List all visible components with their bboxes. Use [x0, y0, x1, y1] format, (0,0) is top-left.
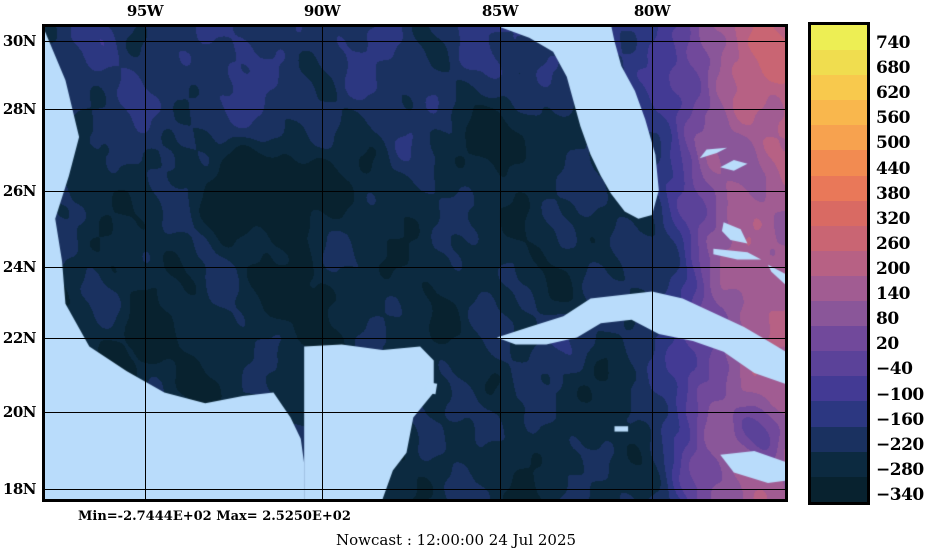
- colorbar-band: [811, 225, 867, 251]
- colorbar-tick-label: −40: [876, 359, 913, 380]
- lon-tick-label: 95W: [126, 2, 164, 20]
- colorbar-tick-label: 560: [876, 108, 911, 129]
- minmax-annotation: Min=-2.7444E+02 Max= 2.5250E+02: [78, 509, 351, 524]
- gridline-parallel: [45, 412, 785, 413]
- lat-tick-label: 18N: [2, 480, 37, 498]
- lat-tick-label: 20N: [2, 403, 37, 421]
- colorbar-tick-label: −340: [876, 484, 924, 505]
- colorbar-band: [811, 275, 867, 302]
- colorbar-band: [811, 376, 867, 402]
- gridline-meridian: [500, 27, 501, 499]
- colorbar-band: [811, 426, 867, 452]
- colorbar-tick-label: 80: [876, 309, 899, 330]
- colorbar-band: [811, 150, 867, 176]
- colorbar-tick-label: 380: [876, 183, 911, 204]
- gridline-parallel: [45, 41, 785, 42]
- colorbar-tick-label: −100: [876, 384, 924, 405]
- colorbar-band: [811, 451, 867, 477]
- colorbar-band: [811, 326, 867, 352]
- colorbar-band: [811, 50, 867, 76]
- colorbar-tick-label: −280: [876, 459, 924, 480]
- gridline-parallel: [45, 267, 785, 268]
- lon-tick-label: 80W: [633, 2, 671, 20]
- colorbar-tick-label: 260: [876, 233, 911, 254]
- gridline-parallel: [45, 489, 785, 490]
- colorbar-band: [811, 301, 867, 327]
- colorbar-band: [811, 476, 867, 502]
- colorbar-tick-label: 500: [876, 133, 911, 154]
- lon-tick-label: 85W: [481, 2, 519, 20]
- colorbar-band: [811, 75, 867, 101]
- lat-tick-label: 30N: [2, 32, 37, 50]
- gridline-meridian: [322, 27, 323, 499]
- colorbar-tick-label: 680: [876, 58, 911, 79]
- lat-tick-label: 22N: [2, 329, 37, 347]
- gridline-parallel: [45, 109, 785, 110]
- colorbar-tick-label: 740: [876, 33, 911, 54]
- lat-tick-label: 28N: [2, 100, 37, 118]
- lat-tick-label: 26N: [2, 182, 37, 200]
- gridline-meridian: [145, 27, 146, 499]
- gridline-parallel: [45, 338, 785, 339]
- gridline-parallel: [45, 191, 785, 192]
- lat-tick-label: 24N: [2, 258, 37, 276]
- colorbar-tick-label: 320: [876, 208, 911, 229]
- colorbar-band: [811, 175, 867, 201]
- colorbar-legend[interactable]: [808, 22, 870, 505]
- gridline-meridian: [652, 27, 653, 499]
- colorbar-band: [811, 100, 867, 126]
- contour-field-canvas: [45, 27, 785, 499]
- colorbar-tick-label: 440: [876, 158, 911, 179]
- nowcast-timestamp: Nowcast : 12:00:00 24 Jul 2025: [336, 531, 577, 549]
- colorbar-band: [811, 250, 867, 276]
- colorbar-band: [811, 200, 867, 226]
- colorbar-band: [811, 25, 867, 51]
- colorbar-band: [811, 125, 867, 151]
- colorbar-band: [811, 351, 867, 377]
- colorbar-tick-label: 620: [876, 83, 911, 104]
- colorbar-tick-label: −160: [876, 409, 924, 430]
- map-plot-area[interactable]: [42, 24, 788, 502]
- colorbar-tick-label: 200: [876, 259, 911, 280]
- colorbar-tick-label: −220: [876, 434, 924, 455]
- lon-tick-label: 90W: [303, 2, 341, 20]
- colorbar-tick-label: 20: [876, 334, 899, 355]
- colorbar-band: [811, 401, 867, 427]
- colorbar-tick-label: 140: [876, 284, 911, 305]
